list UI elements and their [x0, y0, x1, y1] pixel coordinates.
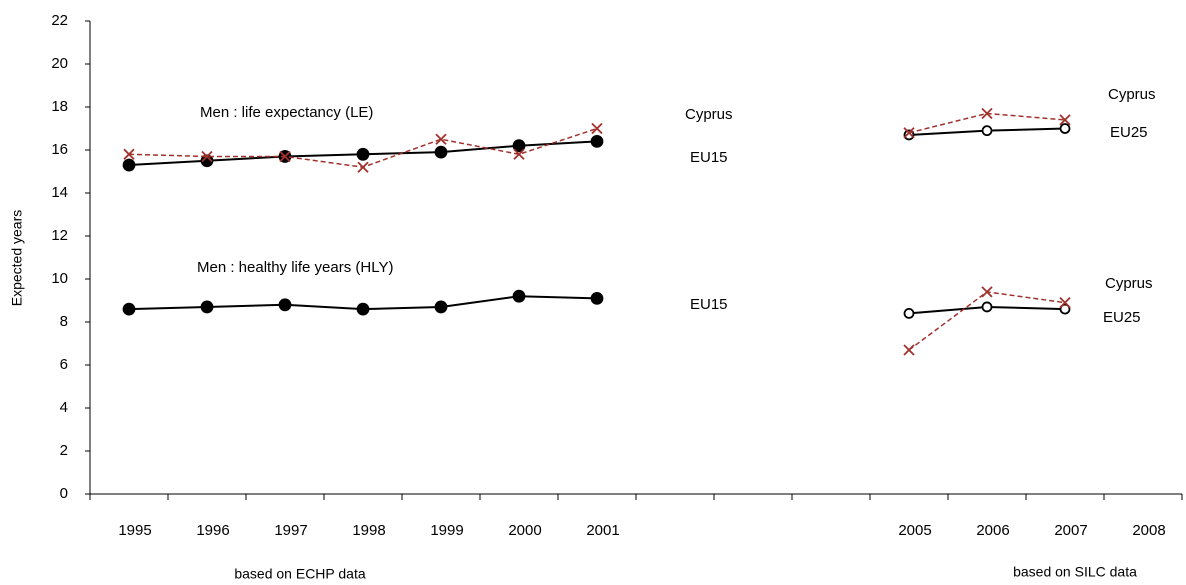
- point-marker: [981, 125, 993, 137]
- x-tick-label: 1997: [274, 522, 307, 539]
- point-marker: [903, 127, 915, 139]
- y-tick-label: 6: [60, 356, 68, 373]
- point-marker: [279, 150, 291, 163]
- x-tick-label: 1996: [196, 522, 229, 539]
- point-marker: [903, 307, 915, 319]
- x-tick-label: 2005: [898, 522, 931, 539]
- annotation: EU25: [1110, 124, 1148, 141]
- point-marker: [1059, 303, 1071, 315]
- point-marker: [1059, 114, 1071, 126]
- annotation: EU25: [1103, 309, 1141, 326]
- point-marker: [357, 161, 369, 173]
- point-marker: [590, 134, 604, 148]
- annotation: Cyprus: [1108, 86, 1156, 103]
- point-marker: [981, 301, 993, 313]
- point-marker: [435, 133, 447, 145]
- y-tick-label: 0: [60, 485, 68, 502]
- point-marker: [122, 158, 136, 172]
- point-marker: [513, 148, 525, 160]
- point-marker: [591, 122, 603, 135]
- point-marker: [356, 147, 370, 161]
- annotation: Men : healthy life years (HLY): [197, 259, 393, 276]
- y-tick-label: 14: [51, 184, 68, 201]
- x-tick-label: 2001: [586, 522, 619, 539]
- y-tick-label: 2: [60, 442, 68, 459]
- annotation: Men : life expectancy (LE): [200, 104, 373, 121]
- annotation: Cyprus: [1105, 275, 1153, 292]
- annotation: based on SILC data: [1013, 564, 1137, 580]
- x-tick-label: 2006: [976, 522, 1009, 539]
- point-marker: [356, 302, 370, 316]
- x-tick-label: 1995: [118, 522, 151, 539]
- x-tick-label: 2007: [1054, 522, 1087, 539]
- point-marker: [1059, 297, 1071, 309]
- y-tick-label: 10: [51, 270, 68, 287]
- point-marker: [981, 107, 993, 120]
- y-axis-label: Expected years: [9, 210, 25, 307]
- point-marker: [123, 148, 135, 160]
- point-marker: [434, 300, 448, 314]
- y-tick-label: 20: [51, 55, 68, 72]
- annotation: EU15: [690, 296, 728, 313]
- x-tick-label: 1998: [352, 522, 385, 539]
- y-tick-label: 8: [60, 313, 68, 330]
- point-marker: [200, 300, 214, 314]
- point-marker: [590, 291, 604, 305]
- point-marker: [434, 145, 448, 159]
- annotation: EU15: [690, 149, 728, 166]
- point-marker: [512, 139, 526, 153]
- y-tick-label: 18: [51, 98, 68, 115]
- y-tick-label: 4: [60, 399, 68, 416]
- x-tick-label: 2000: [508, 522, 541, 539]
- point-marker: [512, 289, 526, 303]
- y-tick-label: 12: [51, 227, 68, 244]
- y-tick-label: 22: [51, 12, 68, 29]
- x-tick-label: 2008: [1132, 522, 1165, 539]
- x-tick-label: 1999: [430, 522, 463, 539]
- point-marker: [278, 298, 292, 312]
- point-marker: [201, 150, 213, 163]
- y-tick-label: 16: [51, 141, 68, 158]
- annotation: Cyprus: [685, 106, 733, 123]
- point-marker: [981, 286, 993, 298]
- series-line: [908, 291, 1066, 351]
- point-marker: [122, 302, 136, 316]
- annotation: based on ECHP data: [234, 566, 365, 582]
- point-marker: [1059, 123, 1071, 134]
- point-marker: [903, 344, 915, 356]
